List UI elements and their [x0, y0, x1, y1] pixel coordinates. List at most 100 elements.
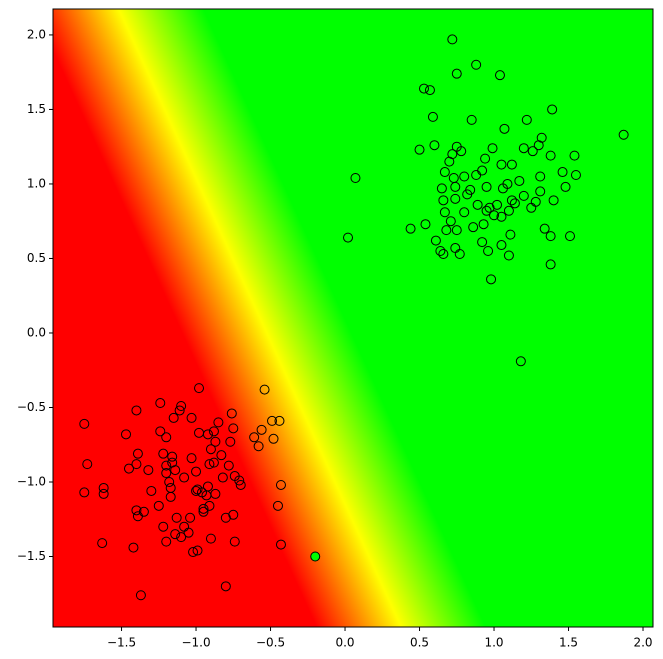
point — [146, 485, 157, 496]
point — [205, 533, 216, 544]
point — [131, 459, 142, 470]
point — [487, 143, 498, 154]
y-tick-label: 2.0 — [27, 27, 46, 41]
point — [483, 246, 494, 257]
point — [343, 232, 354, 243]
point — [496, 159, 507, 170]
point — [503, 205, 514, 216]
point — [171, 512, 182, 523]
point — [418, 83, 429, 94]
point — [161, 460, 172, 471]
point — [205, 444, 216, 455]
point — [450, 181, 461, 192]
y-tick-label: 1.5 — [27, 102, 46, 116]
point — [161, 468, 172, 479]
point — [176, 400, 187, 411]
point — [268, 433, 279, 444]
point — [204, 459, 215, 470]
point — [526, 202, 537, 213]
point — [438, 195, 449, 206]
point — [430, 235, 441, 246]
point — [176, 532, 187, 543]
x-tick-label: −1.5 — [107, 636, 136, 650]
point — [471, 59, 482, 70]
point — [167, 451, 178, 462]
point — [414, 144, 425, 155]
x-tick-label: −0.5 — [256, 636, 285, 650]
point — [229, 536, 240, 547]
plot-frame — [52, 8, 654, 628]
y-tick-label: 1.0 — [27, 176, 46, 190]
point — [208, 457, 219, 468]
point — [167, 457, 178, 468]
point — [420, 219, 431, 230]
point — [547, 104, 558, 115]
point — [445, 216, 456, 227]
point — [98, 482, 109, 493]
point — [131, 505, 142, 516]
point — [494, 70, 505, 81]
point — [518, 143, 529, 154]
y-tick-label: 0.5 — [27, 251, 46, 265]
point — [267, 415, 278, 426]
point — [533, 140, 544, 151]
point — [518, 190, 529, 201]
point — [158, 521, 169, 532]
point — [185, 512, 196, 523]
point — [228, 423, 239, 434]
point — [350, 172, 361, 183]
point — [486, 274, 497, 285]
point — [128, 542, 139, 553]
point — [194, 383, 205, 394]
point — [138, 506, 149, 517]
x-tick-label: 0.0 — [335, 636, 354, 650]
point — [186, 453, 197, 464]
point — [472, 199, 483, 210]
point — [509, 198, 520, 209]
point — [79, 487, 90, 498]
point — [186, 412, 197, 423]
point — [168, 412, 179, 423]
point — [143, 465, 154, 476]
point — [191, 466, 202, 477]
point — [165, 491, 176, 502]
decision-background — [53, 9, 653, 627]
point — [439, 207, 450, 218]
x-tick-label: 2.0 — [633, 636, 652, 650]
point — [405, 223, 416, 234]
point — [505, 229, 516, 240]
point — [188, 547, 199, 558]
point — [220, 581, 231, 592]
point — [275, 539, 286, 550]
point — [618, 129, 629, 140]
point — [208, 426, 219, 437]
point — [153, 500, 164, 511]
point — [506, 159, 517, 170]
point — [170, 465, 181, 476]
point — [135, 590, 146, 601]
point — [454, 248, 465, 259]
point — [459, 207, 470, 218]
point — [447, 149, 458, 160]
point — [459, 171, 470, 182]
point — [179, 472, 190, 483]
point — [216, 450, 227, 461]
point — [514, 175, 525, 186]
point — [489, 210, 500, 221]
point — [228, 509, 239, 520]
point — [275, 479, 286, 490]
point — [477, 237, 488, 248]
point — [191, 485, 202, 496]
point — [198, 506, 209, 517]
point — [480, 153, 491, 164]
point — [155, 398, 166, 409]
point — [204, 500, 215, 511]
point — [436, 183, 447, 194]
point — [192, 545, 203, 556]
y-tick-label: 0.0 — [27, 325, 46, 339]
point — [97, 538, 108, 549]
point — [274, 415, 285, 426]
point — [481, 205, 492, 216]
x-tick-label: 1.5 — [559, 636, 578, 650]
point — [478, 219, 489, 230]
